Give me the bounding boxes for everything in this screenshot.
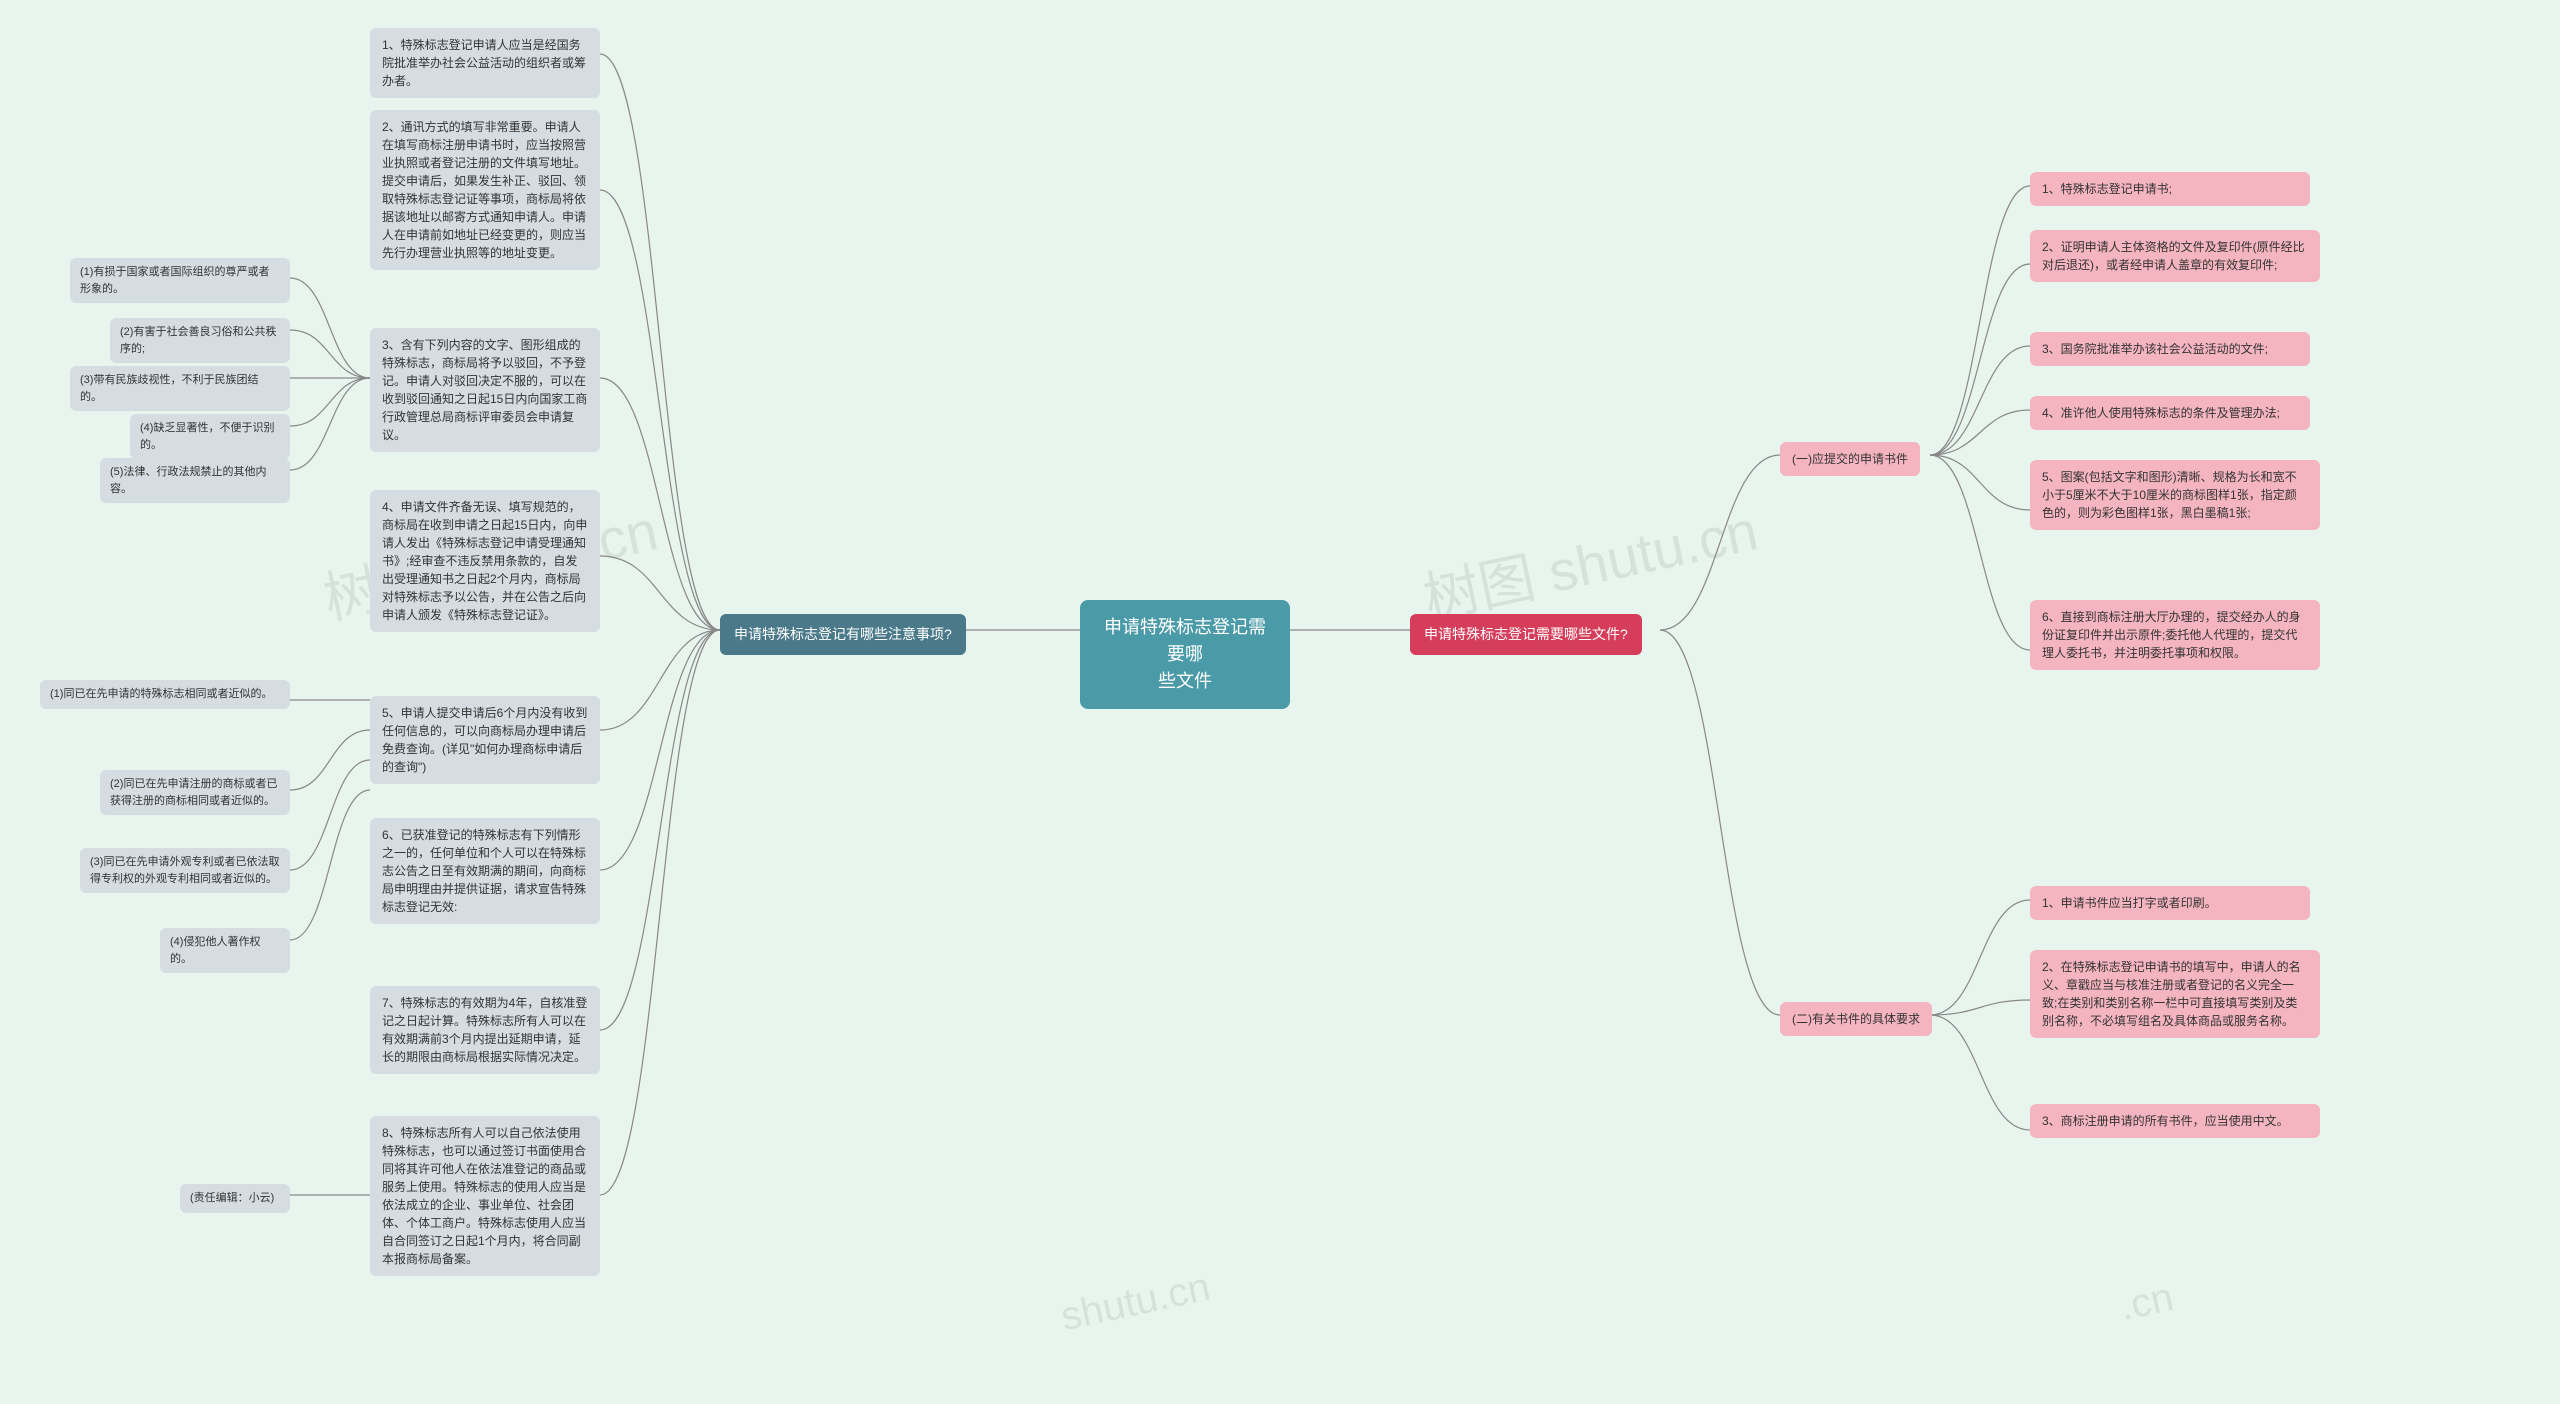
- left-item: 2、通讯方式的填写非常重要。申请人在填写商标注册申请书时，应当按照营业执照或者登…: [370, 110, 600, 270]
- left-sub8-item: (责任编辑：小云): [180, 1184, 290, 1213]
- right-group1-label: (一)应提交的申请书件: [1780, 442, 1920, 476]
- right-g1-item: 3、国务院批准举办该社会公益活动的文件;: [2030, 332, 2310, 366]
- left-item: 1、特殊标志登记申请人应当是经国务院批准举办社会公益活动的组织者或筹办者。: [370, 28, 600, 98]
- root-node: 申请特殊标志登记需要哪 些文件: [1080, 600, 1290, 709]
- right-g1-item: 1、特殊标志登记申请书;: [2030, 172, 2310, 206]
- watermark: shutu.cn: [1057, 1265, 1214, 1340]
- left-sub3-item: (3)带有民族歧视性，不利于民族团结的。: [70, 366, 290, 411]
- right-g1-item: 2、证明申请人主体资格的文件及复印件(原件经比对后退还)，或者经申请人盖章的有效…: [2030, 230, 2320, 282]
- right-g2-item: 1、申请书件应当打字或者印刷。: [2030, 886, 2310, 920]
- left-sub3-item: (5)法律、行政法规禁止的其他内容。: [100, 458, 290, 503]
- left-item: 4、申请文件齐备无误、填写规范的，商标局在收到申请之日起15日内，向申请人发出《…: [370, 490, 600, 632]
- left-item: 8、特殊标志所有人可以自己依法使用特殊标志，也可以通过签订书面使用合同将其许可他…: [370, 1116, 600, 1276]
- left-sub6-item: (4)侵犯他人著作权的。: [160, 928, 290, 973]
- watermark: .cn: [2116, 1275, 2178, 1330]
- left-item: 3、含有下列内容的文字、图形组成的特殊标志，商标局将予以驳回，不予登记。申请人对…: [370, 328, 600, 452]
- left-item: 6、已获准登记的特殊标志有下列情形之一的，任何单位和个人可以在特殊标志公告之日至…: [370, 818, 600, 924]
- right-g1-item: 5、图案(包括文字和图形)清晰、规格为长和宽不小于5厘米不大于10厘米的商标图样…: [2030, 460, 2320, 530]
- left-sub6-item: (2)同已在先申请注册的商标或者已获得注册的商标相同或者近似的。: [100, 770, 290, 815]
- left-sub6-item: (3)同已在先申请外观专利或者已依法取得专利权的外观专利相同或者近似的。: [80, 848, 290, 893]
- root-line1: 申请特殊标志登记需要哪: [1104, 617, 1266, 664]
- right-g2-item: 2、在特殊标志登记申请书的填写中，申请人的名义、章戳应当与核准注册或者登记的名义…: [2030, 950, 2320, 1038]
- left-sub3-item: (1)有损于国家或者国际组织的尊严或者形象的。: [70, 258, 290, 303]
- main-left-node: 申请特殊标志登记有哪些注意事项?: [720, 614, 966, 655]
- right-g1-item: 6、直接到商标注册大厅办理的，提交经办人的身份证复印件并出示原件;委托他人代理的…: [2030, 600, 2320, 670]
- main-right-node: 申请特殊标志登记需要哪些文件?: [1410, 614, 1642, 655]
- right-group2-label: (二)有关书件的具体要求: [1780, 1002, 1932, 1036]
- left-item: 7、特殊标志的有效期为4年，自核准登记之日起计算。特殊标志所有人可以在有效期满前…: [370, 986, 600, 1074]
- left-sub3-item: (4)缺乏显著性，不便于识别的。: [130, 414, 290, 459]
- right-g1-item: 4、准许他人使用特殊标志的条件及管理办法;: [2030, 396, 2310, 430]
- root-line2: 些文件: [1158, 671, 1212, 691]
- left-item: 5、申请人提交申请后6个月内没有收到任何信息的，可以向商标局办理申请后免费查询。…: [370, 696, 600, 784]
- left-sub3-item: (2)有害于社会善良习俗和公共秩序的;: [110, 318, 290, 363]
- watermark: 树图 shutu.cn: [1415, 486, 1764, 636]
- left-sub6-item: (1)同已在先申请的特殊标志相同或者近似的。: [40, 680, 290, 709]
- right-g2-item: 3、商标注册申请的所有书件，应当使用中文。: [2030, 1104, 2320, 1138]
